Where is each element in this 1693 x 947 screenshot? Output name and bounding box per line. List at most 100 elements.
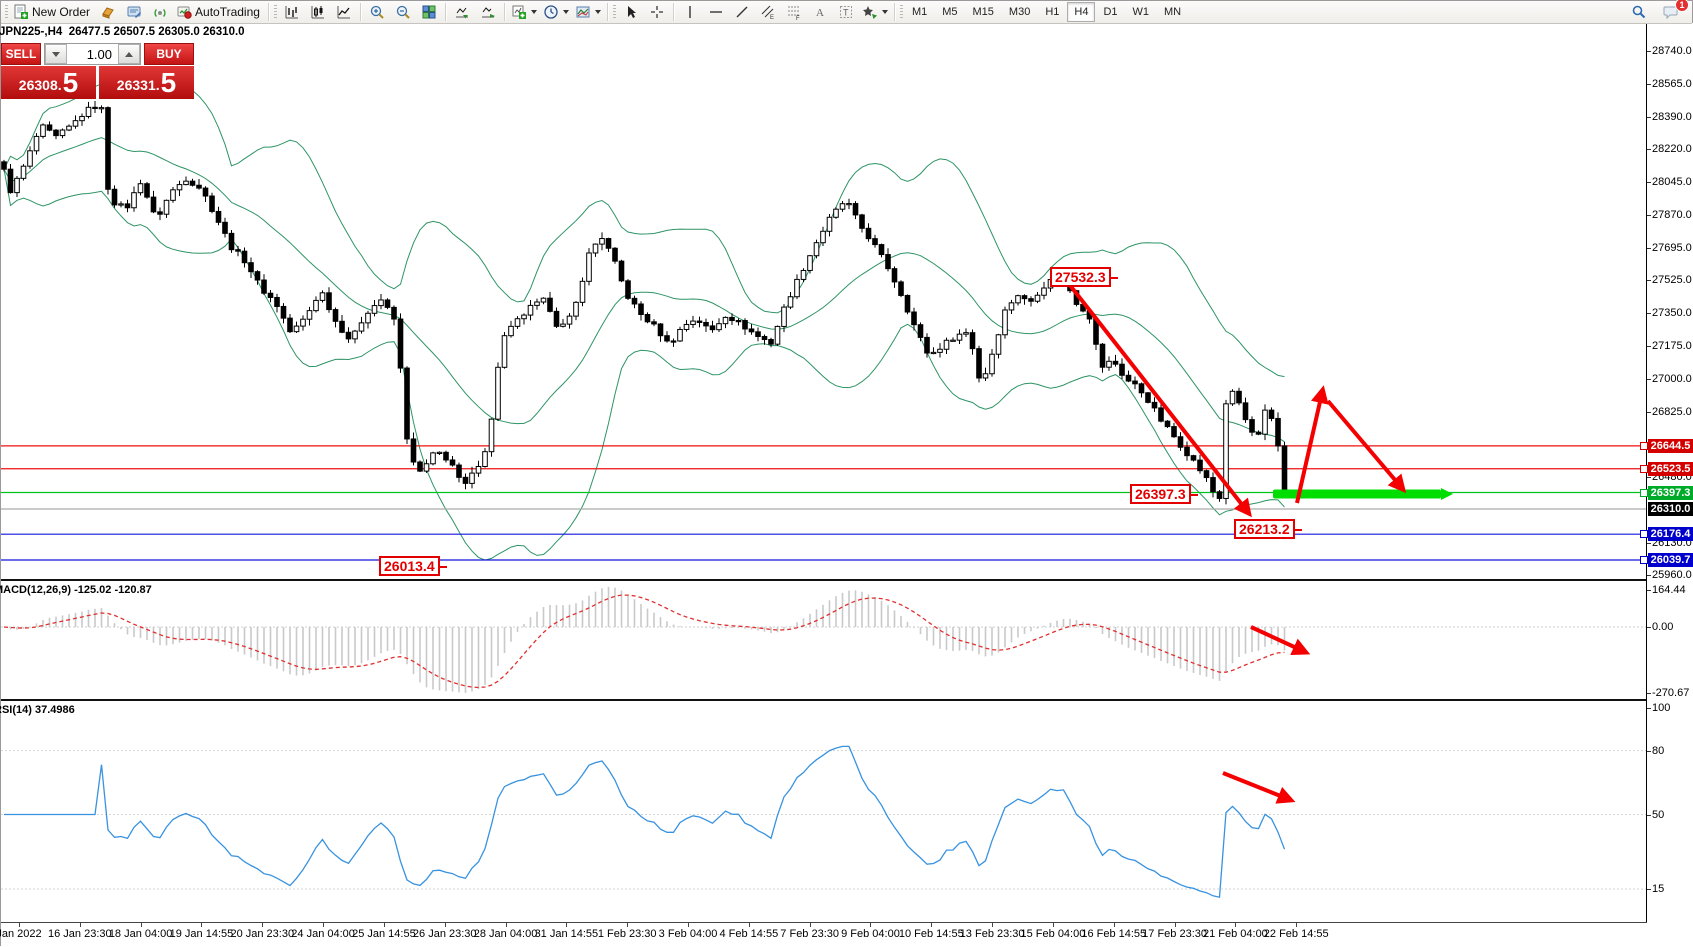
trend-arrow[interactable] (1326, 399, 1407, 494)
timeframe-button-d1[interactable]: D1 (1103, 6, 1118, 18)
pane-separator[interactable] (1, 578, 1647, 581)
date-axis-label: 28 Jan 04:00 (473, 928, 538, 940)
pane-separator[interactable] (1, 698, 1647, 701)
bear-candle (235, 249, 241, 252)
bull-candle (982, 373, 989, 379)
text-tool-button[interactable]: A (807, 1, 833, 23)
rsi-indicator-label: RSI(14) 37.4986 (0, 704, 75, 716)
trade-gold-button[interactable] (95, 1, 121, 23)
bear-candle (287, 317, 293, 333)
new-chart-caret-icon (530, 10, 537, 14)
price-axis-label: 27525.0 (1652, 273, 1692, 286)
fibonacci-tool-button[interactable]: F (781, 1, 807, 23)
chart-area[interactable]: JPN225-,H4 26477.5 26507.5 26305.0 26310… (0, 23, 1693, 947)
rsi-axis-label: 80 (1652, 744, 1665, 757)
bid-price[interactable]: 26308. 5 (1, 66, 96, 99)
price-callout-26397.3[interactable]: 26397.3 (1130, 484, 1198, 504)
new-chart-button[interactable] (508, 1, 540, 23)
signals-button[interactable] (147, 1, 173, 23)
main-price-pane[interactable] (1, 23, 1647, 578)
price-callout-26213.2[interactable]: 26213.2 (1234, 519, 1302, 539)
text-label-tool-button[interactable]: T (833, 1, 859, 23)
timeframe-button-m5[interactable]: M5 (942, 6, 958, 18)
tile-windows-button[interactable] (416, 1, 442, 23)
axis-tick (1647, 750, 1651, 752)
timeframe-button-m15[interactable]: M15 (972, 6, 994, 18)
axis-tick (1647, 693, 1651, 695)
rsi-line (4, 745, 1286, 898)
volume-input[interactable]: 1.00 (67, 44, 118, 64)
ask-big-digit: 5 (160, 67, 177, 98)
bull-candle (163, 199, 170, 215)
new-order-button[interactable]: New Order (10, 1, 95, 23)
horizontal-line-tool-button[interactable] (703, 1, 729, 23)
volume-decrease-button[interactable] (45, 44, 67, 64)
vertical-line-tool-button[interactable] (677, 1, 703, 23)
zoom-in-button[interactable] (364, 1, 390, 23)
bear-candle (852, 203, 859, 216)
date-axis-tick (323, 922, 325, 927)
timeframe-button-h1[interactable]: H1 (1045, 6, 1060, 18)
price-axis-label: 28565.0 (1652, 77, 1692, 90)
trend-arrow[interactable] (1222, 771, 1296, 804)
bear-candle (735, 320, 742, 323)
chart-candles-button[interactable] (305, 1, 331, 23)
bull-candle (358, 322, 365, 332)
text-icon: A (816, 7, 824, 19)
auto-scroll-button[interactable] (449, 1, 475, 23)
crosshair-tool-button[interactable] (644, 1, 670, 23)
volume-stepper: 1.00 (44, 43, 141, 65)
bear-candle (553, 310, 560, 327)
macd-pane[interactable] (1, 581, 1647, 698)
autotrading-button[interactable]: AutoTrading (173, 1, 265, 23)
timeframe-button-mn[interactable]: MN (1164, 6, 1182, 18)
timeframe-button-w1[interactable]: W1 (1132, 6, 1150, 18)
timeframe-button-m30[interactable]: M30 (1008, 6, 1031, 18)
price-callout-27532.3[interactable]: 27532.3 (1050, 267, 1118, 287)
timeframe-button-h4[interactable]: H4 (1067, 2, 1096, 22)
price-callout-26013.4[interactable]: 26013.4 (379, 556, 447, 576)
autotrading-icon (177, 6, 192, 19)
date-axis-tick (79, 922, 81, 927)
trend-arrow[interactable] (1295, 385, 1329, 504)
toolbar-grip (899, 5, 903, 19)
chart-shift-button[interactable] (475, 1, 501, 23)
bull-candle (66, 125, 72, 131)
volume-increase-button[interactable] (118, 44, 140, 64)
cursor-tool-button[interactable] (618, 1, 644, 23)
templates-button[interactable] (572, 1, 604, 23)
bull-candle (1106, 360, 1112, 368)
ask-price[interactable]: 26331. 5 (99, 66, 194, 99)
periods-button[interactable] (540, 1, 572, 23)
trend-arrow[interactable] (1250, 625, 1311, 655)
bull-candle (59, 129, 66, 137)
bull-candle (85, 106, 92, 117)
bear-candle (872, 238, 878, 246)
bear-candle (209, 195, 215, 212)
sell-button[interactable]: SELL (1, 43, 41, 65)
chart-bars-button[interactable] (279, 1, 305, 23)
search-button[interactable] (1626, 1, 1652, 23)
date-axis-label: 16 Jan 23:30 (48, 928, 112, 940)
notifications-button[interactable]: 1 (1658, 0, 1689, 23)
price-axis[interactable]: 28740.0 28565.0 28390.0 28220.0 28045.0 27870… (1640, 23, 1693, 947)
bear-candle (1177, 436, 1184, 448)
bull-candle (839, 203, 846, 210)
bull-candle (176, 184, 183, 191)
zoom-out-button[interactable] (390, 1, 416, 23)
metaeditor-button[interactable] (121, 1, 147, 23)
trend-arrow[interactable] (1067, 282, 1252, 518)
axis-tick (1647, 279, 1651, 281)
bull-candle (501, 335, 508, 368)
chart-line-button[interactable] (331, 1, 357, 23)
drawing-objects-button[interactable] (859, 1, 891, 23)
equidistant-channel-tool-button[interactable]: E (755, 1, 781, 23)
bear-candle (859, 214, 865, 229)
toolbar-separator (503, 3, 505, 21)
buy-button[interactable]: BUY (144, 43, 194, 65)
toolbar-separator (267, 3, 269, 21)
timeframe-button-m1[interactable]: M1 (911, 6, 928, 18)
bear-candle (1164, 420, 1171, 428)
trendline-tool-button[interactable] (729, 1, 755, 23)
rsi-pane[interactable] (1, 701, 1647, 922)
